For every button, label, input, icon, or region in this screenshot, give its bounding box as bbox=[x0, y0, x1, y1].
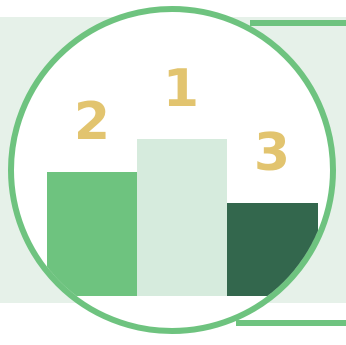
second-place-number: 2 bbox=[73, 92, 111, 152]
second-place-block bbox=[47, 172, 137, 296]
top-connector-line bbox=[250, 20, 346, 26]
first-place-number: 1 bbox=[162, 59, 200, 119]
third-place-number: 3 bbox=[253, 123, 291, 183]
first-place-block bbox=[137, 139, 227, 296]
third-place-block bbox=[227, 203, 318, 296]
podium-icon: 2 1 3 bbox=[8, 6, 336, 334]
bottom-connector-line bbox=[236, 320, 346, 326]
